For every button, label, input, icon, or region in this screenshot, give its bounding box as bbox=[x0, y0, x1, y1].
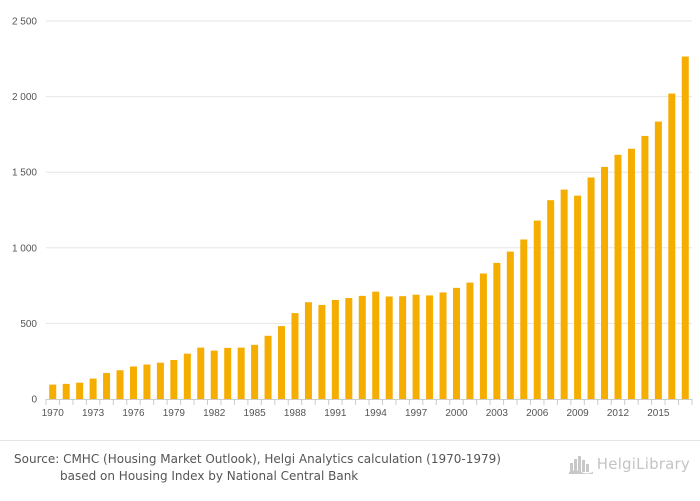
helgi-library-logo: HelgiLibrary bbox=[568, 453, 690, 475]
bar-1995 bbox=[385, 296, 393, 399]
x-tick-label: 1985 bbox=[243, 408, 266, 419]
x-tick-label: 1991 bbox=[324, 408, 347, 419]
bar-1972 bbox=[76, 382, 84, 399]
bar-1990 bbox=[318, 304, 326, 399]
bar-1994 bbox=[372, 291, 380, 399]
bar-1975 bbox=[116, 370, 124, 399]
x-tick-label: 2000 bbox=[445, 408, 468, 419]
source-note: Source: CMHC (Housing Market Outlook), H… bbox=[14, 451, 554, 485]
bar-2005 bbox=[520, 239, 528, 399]
bar-1983 bbox=[224, 347, 232, 399]
bar-1985 bbox=[251, 344, 259, 399]
y-tick-label: 1 500 bbox=[12, 168, 37, 179]
bar-2011 bbox=[601, 166, 609, 399]
logo-text: HelgiLibrary bbox=[596, 455, 690, 473]
bar-2015 bbox=[654, 121, 662, 399]
city-skyline-icon bbox=[568, 456, 593, 474]
bar-1982 bbox=[210, 350, 218, 399]
bar-1980 bbox=[183, 353, 191, 399]
y-tick-label: 500 bbox=[20, 319, 37, 330]
bar-2008 bbox=[560, 189, 568, 399]
y-tick-label: 2 000 bbox=[12, 92, 37, 103]
gridlines bbox=[46, 20, 692, 324]
bar-1973 bbox=[89, 378, 97, 399]
bar-2000 bbox=[452, 287, 460, 399]
bar-2014 bbox=[641, 135, 649, 400]
bar-1977 bbox=[143, 364, 151, 399]
bar-1979 bbox=[170, 359, 178, 399]
bar-2010 bbox=[587, 177, 595, 399]
bar-1988 bbox=[291, 313, 299, 399]
bar-1989 bbox=[304, 302, 312, 399]
bar-1971 bbox=[62, 383, 70, 399]
bar-2012 bbox=[614, 154, 622, 399]
bar-2007 bbox=[547, 200, 555, 399]
x-tick-label: 2009 bbox=[566, 408, 589, 419]
x-tick-label: 1988 bbox=[284, 408, 307, 419]
x-tick-label: 1970 bbox=[42, 408, 65, 419]
x-axis-labels: 1970 1973 1976 1979 1982 1985 1988 1991 1994 1997… bbox=[42, 408, 670, 419]
bar-2002 bbox=[479, 273, 487, 399]
source-line-1: Source: CMHC (Housing Market Outlook), H… bbox=[14, 452, 501, 466]
bar-1987 bbox=[278, 326, 286, 399]
bar-1998 bbox=[426, 295, 434, 399]
bar-1993 bbox=[358, 295, 366, 399]
x-tick-label: 2015 bbox=[647, 408, 670, 419]
bar-1976 bbox=[129, 366, 137, 399]
bar-2017 bbox=[681, 56, 689, 399]
x-tick-label: 1997 bbox=[405, 408, 428, 419]
bar-2009 bbox=[574, 195, 582, 399]
x-tick-label: 2012 bbox=[607, 408, 630, 419]
bar-1970 bbox=[49, 384, 57, 399]
x-tick-label: 1982 bbox=[203, 408, 226, 419]
bar-2003 bbox=[493, 262, 501, 399]
bar-2016 bbox=[668, 93, 676, 400]
x-tick-label: 1973 bbox=[82, 408, 105, 419]
bar-1986 bbox=[264, 335, 272, 399]
x-tick-label: 1976 bbox=[122, 408, 145, 419]
y-tick-label: 0 bbox=[31, 395, 37, 406]
bar-1999 bbox=[439, 292, 447, 399]
bar-1978 bbox=[156, 362, 164, 399]
y-tick-label: 1 000 bbox=[12, 243, 37, 254]
x-tick-label: 2006 bbox=[526, 408, 549, 419]
bar-1996 bbox=[399, 296, 407, 399]
bar-2013 bbox=[627, 148, 635, 399]
x-tick-label: 2003 bbox=[486, 408, 509, 419]
bar-1997 bbox=[412, 294, 420, 399]
bar-2004 bbox=[506, 251, 514, 399]
x-tick-label: 1979 bbox=[163, 408, 186, 419]
bar-2001 bbox=[466, 282, 474, 399]
chart-footer: Source: CMHC (Housing Market Outlook), H… bbox=[0, 440, 700, 501]
y-axis-labels: 0 500 1 000 1 500 2 000 2 500 bbox=[12, 17, 37, 406]
bar-1984 bbox=[237, 347, 245, 399]
bar-1974 bbox=[103, 372, 111, 399]
bar-1991 bbox=[331, 299, 339, 399]
source-line-2: based on Housing Index by National Centr… bbox=[60, 469, 359, 483]
bar-1981 bbox=[197, 347, 205, 399]
bar-1992 bbox=[345, 297, 353, 399]
y-tick-label: 2 500 bbox=[12, 17, 37, 28]
x-axis bbox=[45, 399, 693, 405]
x-tick-label: 1994 bbox=[365, 408, 388, 419]
bars bbox=[49, 56, 689, 400]
bar-2006 bbox=[533, 220, 541, 399]
